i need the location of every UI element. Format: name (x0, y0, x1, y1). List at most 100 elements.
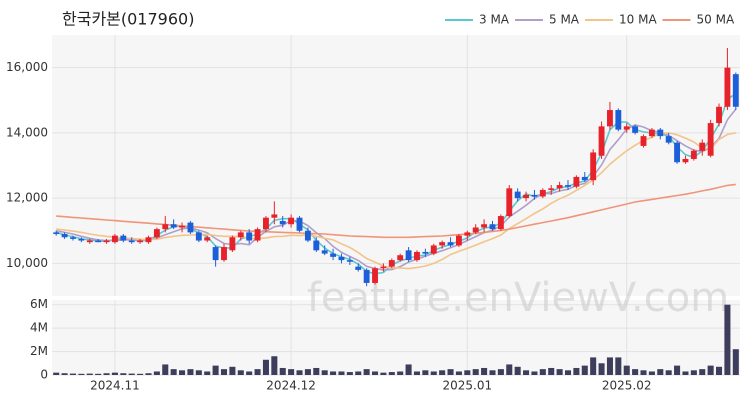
volume-bar (271, 356, 278, 375)
candle-body (539, 189, 546, 197)
candle-body (103, 240, 110, 243)
volume-bar (170, 369, 177, 375)
volume-bar (279, 367, 286, 375)
candle-body (665, 136, 672, 143)
candle-body (304, 230, 311, 241)
candle-body (565, 185, 571, 187)
volume-bar (497, 369, 504, 375)
candle-body (221, 247, 227, 261)
ma-line (56, 183, 736, 239)
volume-bar (606, 357, 613, 375)
chart-title: 한국카본(017960) (62, 10, 194, 29)
volume-bar (86, 373, 93, 375)
candle-body (690, 150, 697, 159)
candle-body (153, 229, 160, 238)
candle-body (455, 235, 462, 246)
volume-bar (363, 369, 370, 375)
volume-bar (615, 357, 622, 375)
volume-bar (330, 371, 337, 375)
candle-body (548, 188, 555, 190)
candle-body (170, 224, 177, 228)
volume-bar (581, 365, 588, 375)
candle-body (111, 235, 118, 243)
volume-bar (405, 364, 412, 375)
volume-bar (397, 371, 404, 375)
volume-bar (103, 373, 110, 375)
candle-body (481, 224, 488, 228)
volume-bar (539, 369, 546, 375)
candle-body (263, 217, 269, 230)
candle-body (472, 227, 479, 233)
candle-body (607, 110, 613, 127)
volume-bar (632, 369, 639, 375)
volume-bar (229, 366, 236, 375)
candle-body (489, 224, 496, 230)
legend-label: 3 MA (479, 13, 510, 27)
volume-tick-label: 4M (30, 321, 48, 335)
candle-body (716, 106, 722, 124)
legend-label: 10 MA (619, 13, 657, 27)
candle-body (61, 234, 68, 238)
volume-bar (472, 369, 479, 375)
volume-bar (455, 371, 462, 375)
candle-body (355, 266, 362, 270)
volume-tick-label: 2M (30, 344, 48, 358)
candle-body (422, 251, 429, 254)
candle-body (237, 232, 244, 238)
candle-body (254, 229, 261, 241)
volume-bar (262, 359, 269, 375)
candle-body (187, 222, 194, 233)
volume-bar (422, 370, 429, 375)
candle-body (380, 266, 387, 269)
volume-bar (61, 373, 68, 375)
candle-body (682, 158, 689, 163)
volume-bar (179, 370, 186, 375)
candle-body (581, 176, 588, 181)
volume-bar (699, 369, 706, 375)
candle-body (279, 220, 286, 225)
candle-body (648, 129, 655, 137)
volume-bar (598, 363, 605, 375)
volume-bar (162, 364, 169, 375)
legend-label: 50 MA (697, 13, 735, 27)
candle-body (346, 260, 353, 262)
candle-body (195, 232, 202, 241)
candle-body (145, 237, 152, 243)
volume-bar (220, 369, 228, 375)
volume-bar (514, 366, 521, 375)
candle-body (363, 269, 370, 283)
candle-body (246, 232, 253, 241)
candle-body (497, 216, 504, 230)
volume-bar (506, 364, 513, 375)
volume-panel (52, 300, 740, 375)
volume-bar (195, 370, 202, 375)
candle-body (95, 240, 102, 243)
volume-bar (716, 366, 723, 375)
candle-body (732, 74, 739, 107)
candle-body (162, 224, 169, 230)
candle-body (78, 238, 85, 241)
candle-body (707, 123, 714, 156)
volume-bar (187, 369, 194, 375)
volume-bar (237, 370, 244, 375)
volume-bar (128, 373, 135, 375)
volume-bar (346, 372, 353, 375)
candle-body (598, 126, 605, 156)
candle-body (523, 194, 529, 199)
volume-bar (430, 371, 437, 375)
volume-tick-label: 6M (30, 297, 48, 311)
volume-bar (523, 370, 530, 375)
candle-body (405, 250, 412, 261)
volume-bar (439, 370, 446, 375)
volume-bar (556, 369, 563, 375)
volume-bar (355, 371, 362, 375)
volume-bar (464, 370, 471, 375)
candle-body (657, 129, 664, 137)
candle-body (330, 253, 337, 257)
candle-body (296, 217, 303, 231)
volume-bar (707, 365, 714, 375)
candle-body (388, 260, 395, 267)
candle-body (414, 251, 420, 261)
candle-body (590, 152, 597, 181)
